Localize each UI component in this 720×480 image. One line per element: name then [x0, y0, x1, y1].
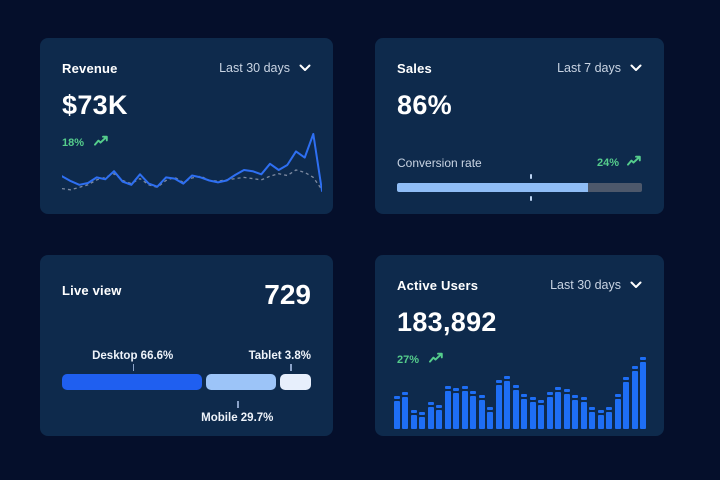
mobile-label: Mobile 29.7%: [201, 412, 274, 424]
bar: [436, 405, 443, 429]
bar: [640, 357, 647, 429]
conversion-rate-label: Conversion rate: [397, 156, 482, 170]
revenue-range-dropdown[interactable]: Last 30 days: [219, 61, 311, 75]
live-view-value: 729: [264, 279, 311, 310]
active-users-delta: 27%: [397, 351, 642, 369]
active-users-range-label: Last 30 days: [550, 278, 621, 292]
active-users-range-dropdown[interactable]: Last 30 days: [550, 278, 642, 292]
chevron-down-icon: [630, 281, 642, 289]
device-split-chart: Desktop 66.6% Tablet 3.8% Mobile 29.7%: [62, 350, 311, 424]
bar: [589, 406, 596, 429]
dashboard: Revenue Last 30 days $73K 18% Sales Last…: [40, 38, 664, 436]
sales-card: Sales Last 7 days 86% Conversion rate 24…: [375, 38, 664, 214]
tablet-segment: [279, 374, 311, 390]
live-view-card: Live view 729 Desktop 66.6% Tablet 3.8% …: [40, 255, 333, 436]
desktop-label: Desktop 66.6%: [92, 350, 174, 362]
revenue-line-chart: [62, 130, 322, 198]
progress-marker: [529, 174, 532, 179]
trend-up-icon: [429, 351, 444, 369]
tablet-tick: [290, 364, 292, 371]
revenue-range-label: Last 30 days: [219, 61, 290, 75]
bar: [478, 395, 485, 429]
bar: [512, 385, 519, 429]
active-users-bar-chart: [394, 357, 647, 429]
conversion-delta: 24%: [597, 154, 642, 172]
revenue-delta: 18%: [62, 134, 311, 152]
bar: [572, 395, 579, 429]
bar: [504, 375, 511, 429]
bar: [427, 401, 434, 429]
progress-track: [397, 183, 642, 192]
trend-up-icon: [627, 154, 642, 172]
active-users-title: Active Users: [397, 277, 479, 293]
revenue-delta-pct: 18%: [62, 137, 85, 149]
live-view-title: Live view: [62, 283, 122, 298]
bar: [419, 412, 426, 429]
bar: [470, 390, 477, 429]
sales-title: Sales: [397, 60, 432, 76]
revenue-card-header: Revenue Last 30 days: [62, 60, 311, 76]
revenue-card: Revenue Last 30 days $73K 18%: [40, 38, 333, 214]
bar: [580, 397, 587, 429]
bar: [461, 385, 468, 429]
progress-marker: [529, 196, 532, 201]
progress-fill: [397, 183, 589, 192]
revenue-value: $73K: [62, 90, 128, 120]
active-users-card: Active Users Last 30 days 183,892 27%: [375, 255, 664, 436]
bar: [597, 409, 604, 429]
mobile-tick: [237, 401, 239, 408]
bar: [546, 391, 553, 429]
sales-range-label: Last 7 days: [557, 61, 621, 75]
live-view-header: Live view 729: [62, 277, 311, 311]
conversion-delta-pct: 24%: [596, 157, 619, 169]
chevron-down-icon: [630, 64, 642, 72]
bar: [623, 377, 630, 429]
device-stacked-bar: [62, 374, 311, 390]
bar: [563, 389, 570, 429]
bar: [521, 394, 528, 429]
bar: [402, 391, 409, 429]
sales-card-header: Sales Last 7 days: [397, 60, 642, 76]
bar: [529, 397, 536, 429]
sales-range-dropdown[interactable]: Last 7 days: [557, 61, 642, 75]
tablet-label: Tablet 3.8%: [248, 350, 311, 362]
bar: [410, 410, 417, 429]
bar: [453, 387, 460, 429]
conversion-progress-bar: [397, 174, 642, 201]
active-users-delta-pct: 27%: [397, 354, 420, 366]
revenue-title: Revenue: [62, 60, 118, 76]
sales-value: 86%: [397, 90, 452, 120]
bar: [487, 407, 494, 429]
desktop-segment: [62, 374, 202, 390]
chevron-down-icon: [299, 64, 311, 72]
bar: [538, 400, 545, 429]
active-users-card-header: Active Users Last 30 days: [397, 277, 642, 293]
bar: [614, 394, 621, 429]
bar: [495, 380, 502, 429]
conversion-rate-row: Conversion rate 24%: [397, 154, 642, 172]
bar: [444, 385, 451, 429]
bar: [606, 407, 613, 429]
desktop-tick: [132, 364, 135, 371]
bar: [631, 365, 638, 429]
trend-up-icon: [94, 134, 109, 152]
mobile-segment: [205, 374, 276, 390]
bar: [394, 395, 400, 429]
active-users-value: 183,892: [397, 307, 497, 337]
bar: [555, 387, 562, 429]
